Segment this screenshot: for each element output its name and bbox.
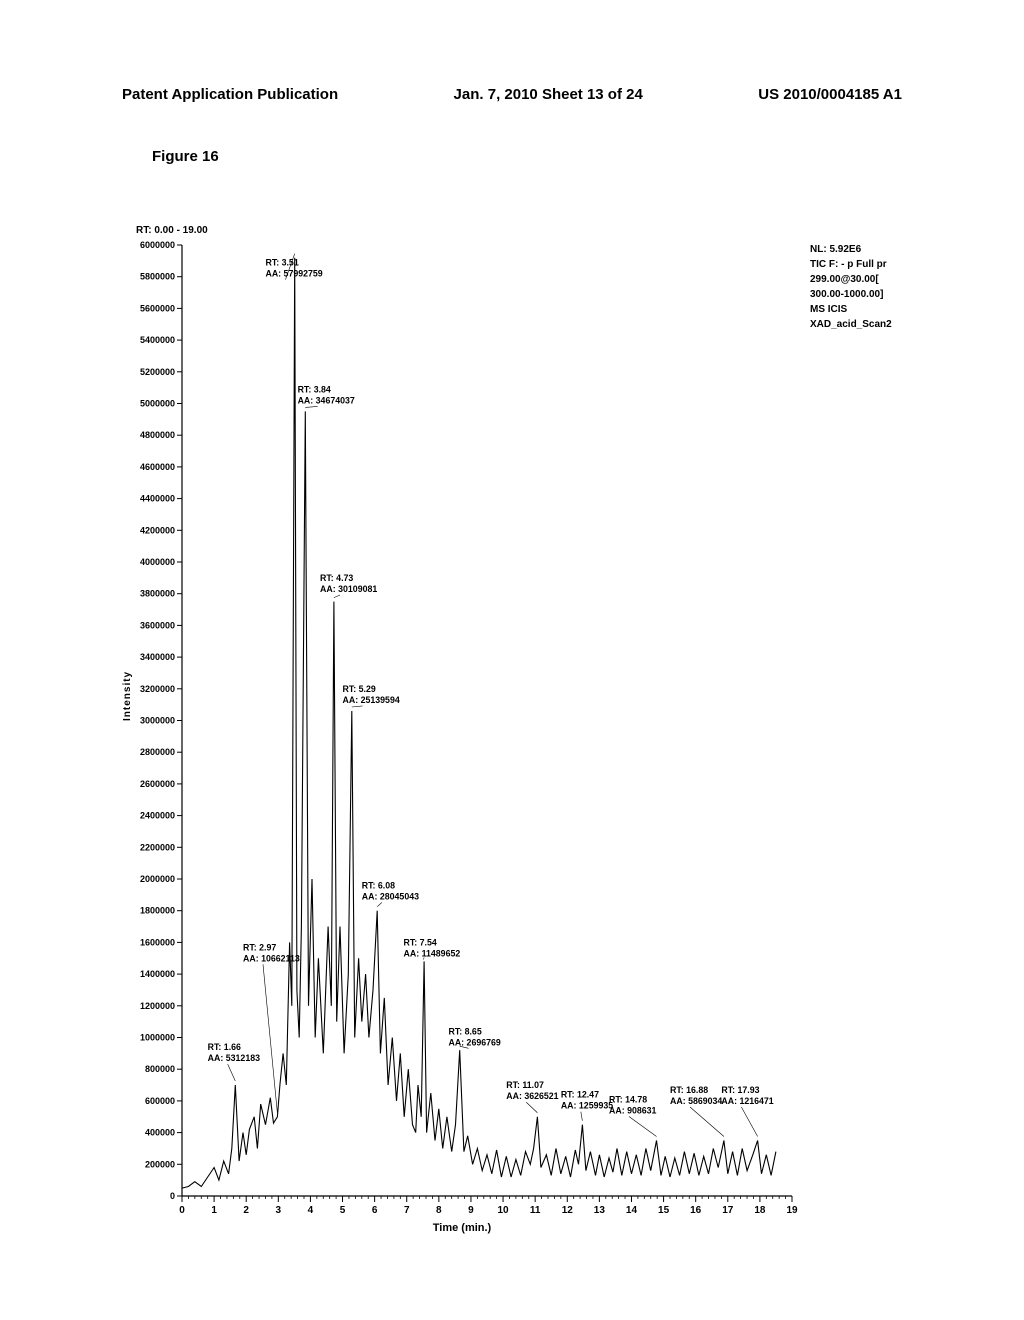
ms-side-labels: NL: 5.92E6 TIC F: - p Full pr 299.00@30.…	[810, 242, 892, 1226]
svg-text:AA: 5869034: AA: 5869034	[670, 1096, 722, 1106]
svg-text:9: 9	[468, 1205, 474, 1216]
svg-text:5000000: 5000000	[140, 399, 175, 409]
svg-text:19: 19	[786, 1205, 798, 1216]
svg-text:12: 12	[562, 1205, 574, 1216]
svg-text:AA: 1259935: AA: 1259935	[561, 1101, 613, 1111]
svg-text:13: 13	[594, 1205, 606, 1216]
svg-text:4: 4	[308, 1205, 314, 1216]
svg-text:1000000: 1000000	[140, 1033, 175, 1043]
svg-text:4600000: 4600000	[140, 462, 175, 472]
svg-text:AA: 11489652: AA: 11489652	[404, 949, 461, 959]
svg-text:400000: 400000	[145, 1128, 175, 1138]
figure-caption: Figure 16	[152, 148, 902, 165]
svg-text:2200000: 2200000	[140, 842, 175, 852]
svg-text:AA: 2696769: AA: 2696769	[448, 1037, 500, 1047]
svg-text:AA: 57992759: AA: 57992759	[265, 269, 322, 279]
svg-text:200000: 200000	[145, 1159, 175, 1169]
svg-text:4000000: 4000000	[140, 557, 175, 567]
rt-range-label: RT: 0.00 - 19.00	[136, 225, 902, 236]
svg-text:5800000: 5800000	[140, 272, 175, 282]
svg-text:RT: 11.07: RT: 11.07	[506, 1080, 544, 1090]
svg-text:800000: 800000	[145, 1064, 175, 1074]
svg-text:1200000: 1200000	[140, 1001, 175, 1011]
svg-text:RT: 5.29: RT: 5.29	[343, 684, 376, 694]
patent-header: Patent Application Publication Jan. 7, 2…	[0, 86, 1024, 103]
figure-container: Figure 16 RT: 0.00 - 19.00 Intensity 200…	[0, 140, 1024, 1226]
svg-text:3200000: 3200000	[140, 684, 175, 694]
svg-text:3000000: 3000000	[140, 716, 175, 726]
svg-text:1: 1	[211, 1205, 217, 1216]
x-axis-label: Time (min.)	[122, 1222, 802, 1234]
svg-text:RT: 6.08: RT: 6.08	[362, 881, 395, 891]
svg-text:AA: 28045043: AA: 28045043	[362, 892, 419, 902]
svg-text:AA: 3626521: AA: 3626521	[506, 1091, 558, 1101]
svg-text:3: 3	[276, 1205, 282, 1216]
svg-text:RT: 1.66: RT: 1.66	[208, 1042, 241, 1052]
svg-text:11: 11	[530, 1205, 541, 1216]
svg-text:2400000: 2400000	[140, 811, 175, 821]
svg-text:AA: 1216471: AA: 1216471	[721, 1096, 773, 1106]
svg-text:0: 0	[170, 1191, 175, 1201]
chromatogram-chart: Intensity 200000400000600000800000100000…	[122, 241, 802, 1226]
svg-text:AA: 5312183: AA: 5312183	[208, 1053, 260, 1063]
svg-text:4400000: 4400000	[140, 494, 175, 504]
svg-text:3800000: 3800000	[140, 589, 175, 599]
svg-text:RT: 8.65: RT: 8.65	[448, 1026, 481, 1036]
svg-text:1600000: 1600000	[140, 937, 175, 947]
svg-text:1800000: 1800000	[140, 906, 175, 916]
svg-text:18: 18	[754, 1205, 766, 1216]
svg-text:4200000: 4200000	[140, 525, 175, 535]
chromatogram-svg: 2000004000006000008000001000000120000014…	[122, 241, 802, 1226]
svg-text:2800000: 2800000	[140, 747, 175, 757]
svg-text:600000: 600000	[145, 1096, 175, 1106]
svg-text:AA: 34674037: AA: 34674037	[298, 395, 355, 405]
svg-text:2000000: 2000000	[140, 874, 175, 884]
svg-text:AA: 30109081: AA: 30109081	[320, 584, 377, 594]
svg-text:5: 5	[340, 1205, 346, 1216]
svg-text:6000000: 6000000	[140, 241, 175, 250]
svg-text:2600000: 2600000	[140, 779, 175, 789]
svg-text:RT: 2.97: RT: 2.97	[243, 942, 276, 952]
svg-text:RT: 4.73: RT: 4.73	[320, 573, 353, 583]
svg-text:AA: 25139594: AA: 25139594	[343, 695, 400, 705]
svg-text:AA: 10662113: AA: 10662113	[243, 953, 300, 963]
svg-text:2: 2	[243, 1205, 249, 1216]
svg-text:1400000: 1400000	[140, 969, 175, 979]
y-axis-label: Intensity	[122, 671, 133, 721]
svg-text:10: 10	[497, 1205, 509, 1216]
svg-text:16: 16	[690, 1205, 702, 1216]
svg-text:AA: 908631: AA: 908631	[609, 1105, 657, 1115]
svg-text:8: 8	[436, 1205, 442, 1216]
svg-text:7: 7	[404, 1205, 410, 1216]
svg-text:3600000: 3600000	[140, 620, 175, 630]
svg-text:3400000: 3400000	[140, 652, 175, 662]
svg-text:RT: 12.47: RT: 12.47	[561, 1090, 599, 1100]
svg-text:6: 6	[372, 1205, 378, 1216]
header-left: Patent Application Publication	[122, 86, 338, 103]
svg-text:RT: 17.93: RT: 17.93	[721, 1085, 759, 1095]
svg-text:15: 15	[658, 1205, 670, 1216]
svg-text:RT: 3.51: RT: 3.51	[265, 258, 298, 268]
svg-text:RT: 16.88: RT: 16.88	[670, 1085, 708, 1095]
svg-text:RT: 7.54: RT: 7.54	[404, 938, 437, 948]
svg-text:0: 0	[179, 1205, 185, 1216]
svg-text:17: 17	[722, 1205, 734, 1216]
header-center: Jan. 7, 2010 Sheet 13 of 24	[454, 86, 643, 103]
svg-text:5600000: 5600000	[140, 303, 175, 313]
svg-text:RT: 14.78: RT: 14.78	[609, 1094, 647, 1104]
svg-text:14: 14	[626, 1205, 638, 1216]
svg-text:5400000: 5400000	[140, 335, 175, 345]
svg-text:5200000: 5200000	[140, 367, 175, 377]
svg-text:RT: 3.84: RT: 3.84	[298, 384, 331, 394]
svg-text:4800000: 4800000	[140, 430, 175, 440]
header-right: US 2010/0004185 A1	[758, 86, 902, 103]
